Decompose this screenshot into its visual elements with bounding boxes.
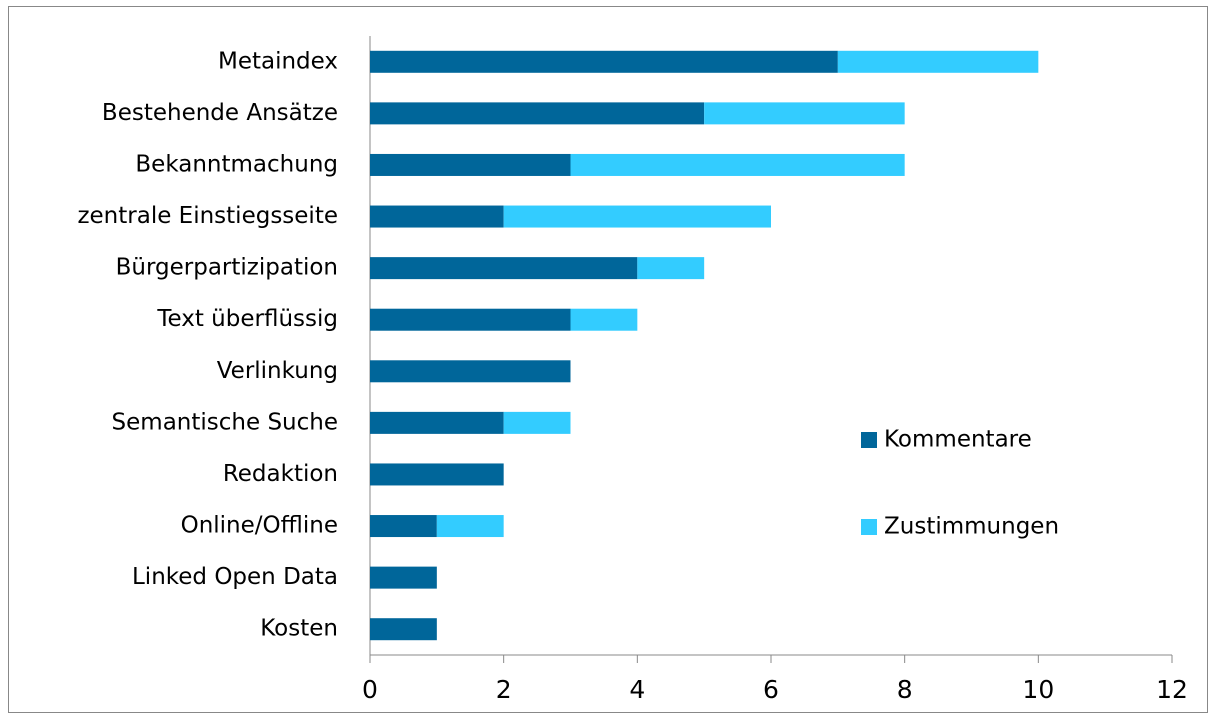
y-tick-label: Bekanntmachung: [135, 151, 338, 177]
x-tick-label: 2: [496, 675, 512, 704]
bar-segment: [370, 515, 437, 538]
bar-segment: [570, 153, 905, 176]
legend-label: Zustimmungen: [884, 514, 1059, 540]
y-tick-label: Text überflüssig: [156, 306, 338, 332]
bar-segment: [837, 50, 1039, 73]
bar-segment: [370, 566, 437, 589]
bar-segment: [570, 308, 638, 331]
x-tick-label: 0: [362, 675, 378, 704]
x-tick-label: 4: [629, 675, 645, 704]
bar-segment: [370, 205, 504, 228]
legend-swatch: [861, 432, 877, 448]
x-tick-label: 8: [897, 675, 913, 704]
y-tick-label: Semantische Suche: [112, 409, 338, 435]
y-tick-label: Metaindex: [218, 48, 338, 74]
y-tick-label: zentrale Einstiegsseite: [77, 203, 338, 229]
bar-segment: [503, 205, 771, 228]
y-tick-label: Redaktion: [223, 461, 338, 487]
bar-segment: [370, 618, 437, 641]
y-tick-label: Online/Offline: [181, 513, 338, 539]
legend-label: Kommentare: [884, 427, 1032, 453]
x-tick-label: 10: [1022, 675, 1054, 704]
x-tick-label: 12: [1156, 675, 1188, 704]
legend-swatch: [861, 519, 877, 535]
y-tick-label: Kosten: [260, 616, 338, 642]
bar-segment: [704, 102, 905, 125]
y-tick-label: Linked Open Data: [132, 564, 338, 590]
y-tick-label: Bestehende Ansätze: [102, 100, 338, 126]
bar-segment: [436, 515, 504, 538]
bar-segment: [503, 411, 571, 434]
bar-segment: [370, 153, 571, 176]
y-tick-label: Verlinkung: [217, 358, 338, 384]
bar-segment: [637, 257, 705, 280]
bar-segment: [370, 257, 638, 280]
bar-segment: [370, 360, 571, 383]
bar-segment: [370, 411, 504, 434]
bar-segment: [370, 50, 838, 73]
bar-segment: [370, 308, 571, 331]
bar-segment: [370, 102, 705, 125]
x-tick-label: 6: [763, 675, 779, 704]
bar-segment: [370, 463, 504, 486]
y-tick-label: Bürgerpartizipation: [116, 255, 338, 281]
